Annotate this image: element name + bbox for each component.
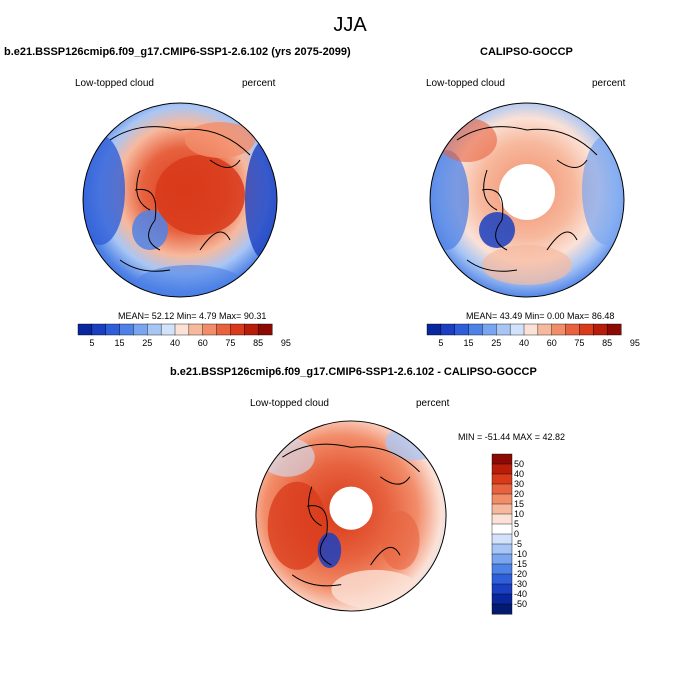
panel-obs-stats: MEAN= 43.49 Min= 0.00 Max= 86.48 — [466, 311, 615, 321]
panel-model-colorbar-swatch — [202, 323, 218, 336]
panel-model-colorbar-swatch — [257, 323, 273, 336]
panel-obs-title: CALIPSO-GOCCP — [480, 46, 573, 58]
panel-obs-colorbar-tick-label: 15 — [464, 338, 474, 348]
panel-obs-colorbar-tick-label: 75 — [574, 338, 584, 348]
panel-model-colorbar-swatch — [91, 323, 107, 336]
panel-diff-colorbar-swatch — [491, 533, 513, 545]
panel-diff-stats: MIN = -51.44 MAX = 42.82 — [458, 432, 566, 442]
panel-obs-colorbar-tick-label: 5 — [438, 338, 443, 348]
panel-obs-colorbar-tick-label: 25 — [491, 338, 501, 348]
panel-diff-colorbar-swatch — [491, 503, 513, 515]
panel-obs-colorbar-swatch — [496, 323, 511, 336]
panel-diff-left-label: Low-topped cloud — [250, 398, 329, 409]
panel-diff-colorbar-swatch — [491, 553, 513, 565]
panel-diff-colorbar-tick-label: -15 — [514, 559, 527, 569]
panel-model-colorbar-swatch — [188, 323, 204, 336]
panel-obs-colorbar-swatch — [593, 323, 608, 336]
panel-diff-colorbar-swatch — [491, 523, 513, 535]
panel-diff-colorbar-swatch — [491, 573, 513, 585]
panel-model-title: b.e21.BSSP126cmip6.f09_g17.CMIP6-SSP1-2.… — [4, 46, 351, 58]
panel-obs-colorbar-swatch — [509, 323, 525, 336]
panel-diff-colorbar-tick-label: -10 — [514, 549, 527, 559]
panel-diff-colorbar-tick-label: 20 — [514, 489, 524, 499]
panel-diff-colorbar-tick-label: 0 — [514, 529, 519, 539]
panel-obs-colorbar-tick-label: 95 — [630, 338, 640, 348]
panel-model-colorbar-tick-label: 85 — [253, 338, 263, 348]
panel-model-colorbar-swatch — [77, 323, 93, 336]
panel-diff-colorbar-swatch — [491, 493, 513, 505]
panel-model-colorbar-swatch — [147, 323, 162, 336]
panel-model-unit-label: percent — [242, 78, 276, 89]
panel-model-colorbar-tick-label: 40 — [170, 338, 180, 348]
panel-model-colorbar-tick-label: 60 — [198, 338, 208, 348]
panel-model-colorbar-tick-label: 15 — [115, 338, 125, 348]
panel-model-colorbar-swatch — [133, 323, 148, 336]
panel-diff-colorbar-swatch — [491, 463, 513, 475]
panel-model-colorbar-tick-label: 5 — [89, 338, 94, 348]
panel-diff-colorbar-tick-label: 40 — [514, 469, 524, 479]
panel-obs-colorbar-swatch — [454, 323, 470, 336]
panel-diff-colorbar-tick-label: -5 — [514, 539, 522, 549]
panel-diff-colorbar-swatch — [491, 563, 513, 575]
panel-diff-colorbar-swatch — [491, 603, 513, 615]
panel-model-colorbar-swatch — [174, 323, 190, 336]
panel-diff-colorbar-swatch — [491, 473, 513, 485]
panel-diff-colorbar-swatch — [491, 583, 513, 595]
panel-model-colorbar-swatch — [119, 323, 134, 336]
panel-diff-colorbar-tick-label: -40 — [514, 589, 527, 599]
panel-diff-colorbar-swatch — [491, 593, 513, 605]
panel-diff-colorbar-tick-label: 50 — [514, 459, 524, 469]
panel-model-left-label: Low-topped cloud — [75, 78, 154, 89]
panel-diff-colorbar-swatch — [491, 543, 513, 555]
panel-diff-colorbar-swatch — [491, 453, 513, 465]
panel-obs-colorbar-swatch — [523, 323, 539, 336]
panel-obs-colorbar-swatch — [440, 323, 456, 336]
panel-model-polar-map — [82, 102, 278, 298]
panel-model-colorbar-swatch — [216, 323, 231, 336]
panel-obs-colorbar: 5 15 25 40 60 75 85 95 — [426, 323, 640, 348]
panel-diff-colorbar-tick-label: -30 — [514, 579, 527, 589]
panel-obs-colorbar-swatch — [537, 323, 553, 336]
panel-obs-colorbar-tick-label: 85 — [602, 338, 612, 348]
figure-title: JJA — [333, 14, 367, 36]
panel-obs-colorbar-tick-label: 40 — [519, 338, 529, 348]
panel-obs-colorbar-swatch — [426, 323, 442, 336]
panel-obs-unit-label: percent — [592, 78, 626, 89]
panel-obs-colorbar-swatch — [482, 323, 497, 336]
panel-model-colorbar: 5 15 25 40 60 75 85 95 — [77, 323, 291, 348]
panel-diff-title: b.e21.BSSP126cmip6.f09_g17.CMIP6-SSP1-2.… — [170, 366, 537, 378]
panel-diff-colorbar-tick-label: -50 — [514, 599, 527, 609]
panel-model-stats: MEAN= 52.12 Min= 4.79 Max= 90.31 — [118, 311, 267, 321]
panel-model-colorbar-tick-label: 25 — [142, 338, 152, 348]
panel-obs-left-label: Low-topped cloud — [426, 78, 505, 89]
panel-obs-colorbar-swatch — [565, 323, 580, 336]
panel-diff-colorbar-tick-label: 15 — [514, 499, 524, 509]
panel-obs-colorbar-swatch — [551, 323, 567, 336]
panel-diff-colorbar-tick-label: -20 — [514, 569, 527, 579]
panel-diff-unit-label: percent — [416, 398, 450, 409]
panel-diff-colorbar-tick-label: 30 — [514, 479, 524, 489]
panel-model-colorbar-swatch — [105, 323, 121, 336]
panel-diff-polar-map — [255, 420, 447, 612]
panel-diff-colorbar-swatch — [491, 483, 513, 495]
panel-diff-colorbar-swatch — [491, 513, 513, 525]
panel-obs-polar-map — [429, 102, 625, 298]
panel-obs-colorbar-swatch — [579, 323, 594, 336]
panel-obs-colorbar-swatch — [468, 323, 483, 336]
panel-diff-colorbar-tick-label: 10 — [514, 509, 524, 519]
panel-model-colorbar-tick-label: 95 — [281, 338, 291, 348]
panel-diff-colorbar-tick-label: 5 — [514, 519, 519, 529]
panel-model-colorbar-swatch — [244, 323, 259, 336]
panel-obs-colorbar-swatch — [606, 323, 622, 336]
panel-model-colorbar-swatch — [160, 323, 176, 336]
panel-model-colorbar-tick-label: 75 — [225, 338, 235, 348]
panel-obs-colorbar-tick-label: 60 — [547, 338, 557, 348]
panel-model-colorbar-swatch — [230, 323, 245, 336]
